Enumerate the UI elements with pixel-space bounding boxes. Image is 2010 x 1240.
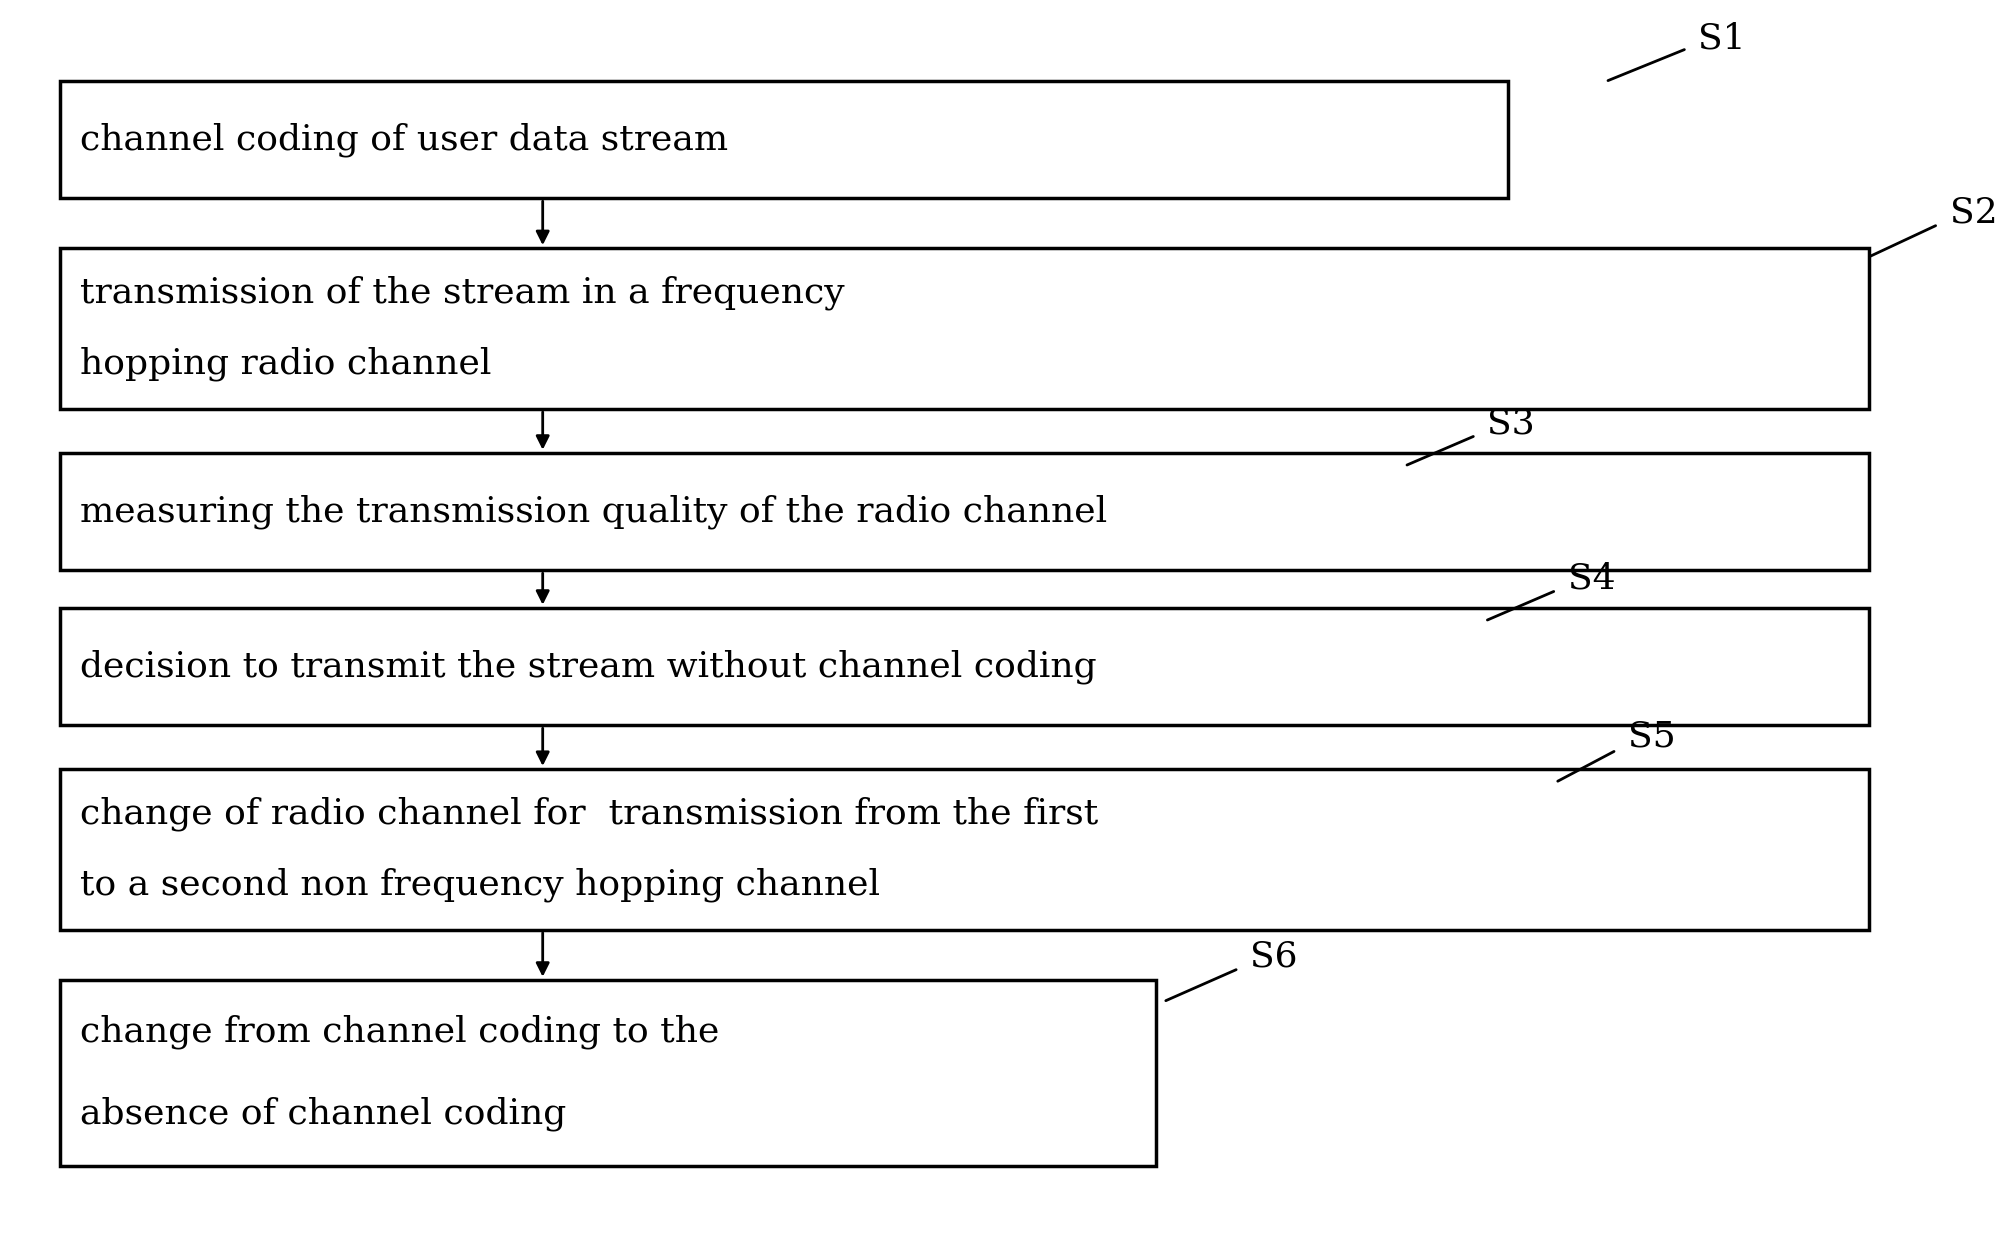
Text: S2: S2 [1950,196,1998,229]
Text: to a second non frequency hopping channel: to a second non frequency hopping channe… [80,868,880,903]
Text: S4: S4 [1568,562,1616,595]
Text: transmission of the stream in a frequency: transmission of the stream in a frequenc… [80,275,844,310]
Text: channel coding of user data stream: channel coding of user data stream [80,123,728,156]
Text: S3: S3 [1487,407,1536,440]
Bar [60,248,1869,409]
Text: S6: S6 [1250,940,1298,973]
Text: measuring the transmission quality of the radio channel: measuring the transmission quality of th… [80,495,1108,528]
Text: decision to transmit the stream without channel coding: decision to transmit the stream without … [80,650,1097,683]
Text: change from channel coding to the: change from channel coding to the [80,1014,720,1049]
Bar [60,608,1869,725]
Text: absence of channel coding: absence of channel coding [80,1096,567,1131]
Text: S5: S5 [1628,720,1676,754]
Bar [60,453,1869,570]
Text: S1: S1 [1698,22,1747,56]
Bar [60,769,1869,930]
Bar [60,81,1508,198]
Text: change of radio channel for  transmission from the first: change of radio channel for transmission… [80,796,1099,831]
Bar [60,980,1156,1166]
Text: hopping radio channel: hopping radio channel [80,347,492,382]
